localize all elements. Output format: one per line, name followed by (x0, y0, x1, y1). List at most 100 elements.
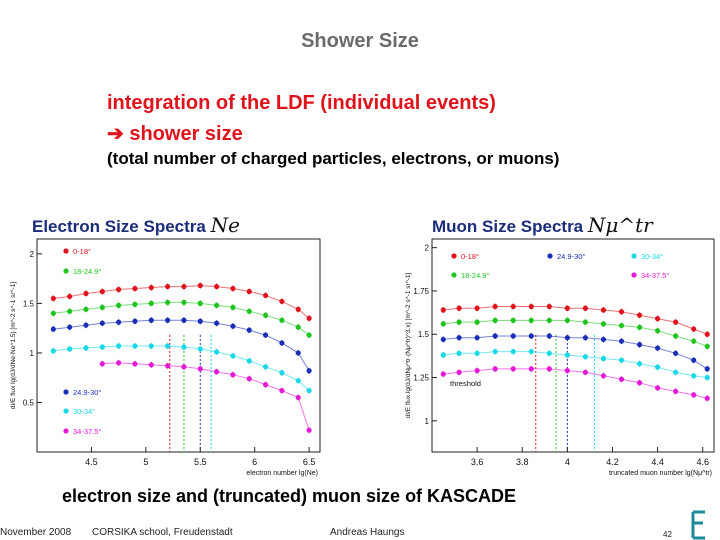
data-point (636, 380, 643, 386)
legend-marker (63, 408, 69, 414)
data-point (474, 368, 480, 374)
data-point (510, 348, 516, 355)
data-point (181, 299, 187, 306)
data-point (673, 333, 679, 339)
data-point (704, 343, 710, 349)
data-point (295, 394, 301, 401)
data-point (67, 346, 73, 352)
data-point (474, 305, 480, 311)
series-fit-line (53, 345, 310, 391)
data-point (456, 369, 462, 375)
data-point (246, 376, 252, 382)
legend-label: 24.9-30° (557, 252, 585, 261)
data-point (474, 350, 480, 356)
kascade-logo-icon (691, 510, 705, 540)
data-point (50, 348, 56, 354)
data-point (116, 302, 122, 308)
data-point (116, 343, 122, 349)
intro-line-3: (total number of charged particles, elec… (107, 149, 560, 168)
data-point (618, 322, 625, 329)
data-point (99, 361, 105, 367)
data-point (440, 321, 446, 327)
data-point (492, 348, 498, 355)
data-point (181, 364, 187, 370)
legend-marker (451, 272, 457, 278)
data-point (655, 385, 661, 391)
x-tick-label: 6.5 (303, 457, 316, 467)
data-point (279, 317, 285, 323)
legend-marker (451, 253, 457, 259)
data-point (582, 354, 589, 360)
data-point (181, 283, 187, 290)
x-tick-label: 4.6 (696, 457, 709, 467)
data-point (510, 333, 516, 339)
data-point (510, 366, 516, 372)
data-point (197, 318, 203, 324)
data-point (546, 333, 552, 339)
series-fit-line (53, 319, 310, 372)
muon-size-chart: 3.6 3.8 4 4.2 4.4 4.6 1 1.25 1.5 1.75 2 truncated m… (405, 238, 715, 477)
data-point (83, 290, 89, 297)
y-tick-label: 1.25 (413, 374, 429, 383)
data-point (618, 338, 625, 344)
legend-label: 30-34° (73, 407, 95, 416)
data-point (691, 373, 697, 379)
data-point (456, 319, 462, 325)
data-point (181, 344, 187, 350)
data-point (691, 392, 697, 398)
data-point (673, 319, 679, 325)
data-point (67, 308, 73, 314)
data-point (510, 317, 516, 323)
data-point (673, 369, 679, 375)
x-tick-label: 5.5 (194, 457, 207, 467)
data-point (306, 332, 312, 338)
y-tick-label: 2 (425, 244, 430, 253)
legend-marker (631, 272, 637, 278)
legend-label: 0-18° (73, 247, 91, 256)
data-point (279, 298, 285, 305)
data-point (230, 323, 236, 329)
data-point (213, 302, 220, 308)
data-point (528, 333, 534, 339)
data-point (306, 387, 312, 394)
data-point (704, 374, 710, 381)
data-point (148, 362, 154, 368)
data-point (99, 304, 105, 310)
data-point (246, 288, 252, 295)
data-point (636, 312, 643, 318)
data-point (132, 318, 138, 324)
data-point (246, 327, 252, 333)
x-tick-label: 5 (143, 457, 148, 467)
intro-line-2-text: shower size (129, 123, 243, 145)
muon-plot-title: Muon Size Spectra Nμ^tr (432, 213, 653, 237)
data-point (618, 357, 625, 363)
data-point (618, 309, 625, 315)
data-point (673, 388, 679, 394)
data-point (116, 286, 122, 293)
data-point (148, 300, 154, 306)
data-point (165, 317, 171, 323)
data-point (440, 371, 446, 377)
y-tick-label: 1.5 (418, 330, 430, 339)
data-point (600, 336, 607, 343)
electron-size-chart: 4.5 5 5.5 6 6.5 0.5 1 1.5 2 electron number lg(Ne… (10, 238, 321, 477)
y-tick-label: 0.5 (23, 398, 35, 407)
data-point (116, 319, 122, 325)
data-point (181, 317, 187, 323)
data-point (655, 345, 661, 351)
data-point (474, 319, 480, 325)
data-point (99, 288, 105, 295)
data-point (456, 305, 462, 311)
plot-frame (431, 238, 715, 453)
data-point (546, 317, 552, 323)
slide-title: Shower Size (301, 30, 419, 52)
data-point (564, 317, 570, 323)
x-tick-label: 4 (565, 457, 570, 467)
threshold-label: threshold (450, 379, 481, 388)
data-point (582, 369, 589, 375)
data-point (230, 353, 236, 359)
muon-plot-panel: Muon Size Spectra Nμ^tr 3.6 3.8 4 4.2 4.4 4.6… (398, 203, 720, 479)
ne-symbol: Ne (210, 213, 240, 237)
data-point (246, 308, 252, 314)
series-fit-line (443, 306, 708, 335)
